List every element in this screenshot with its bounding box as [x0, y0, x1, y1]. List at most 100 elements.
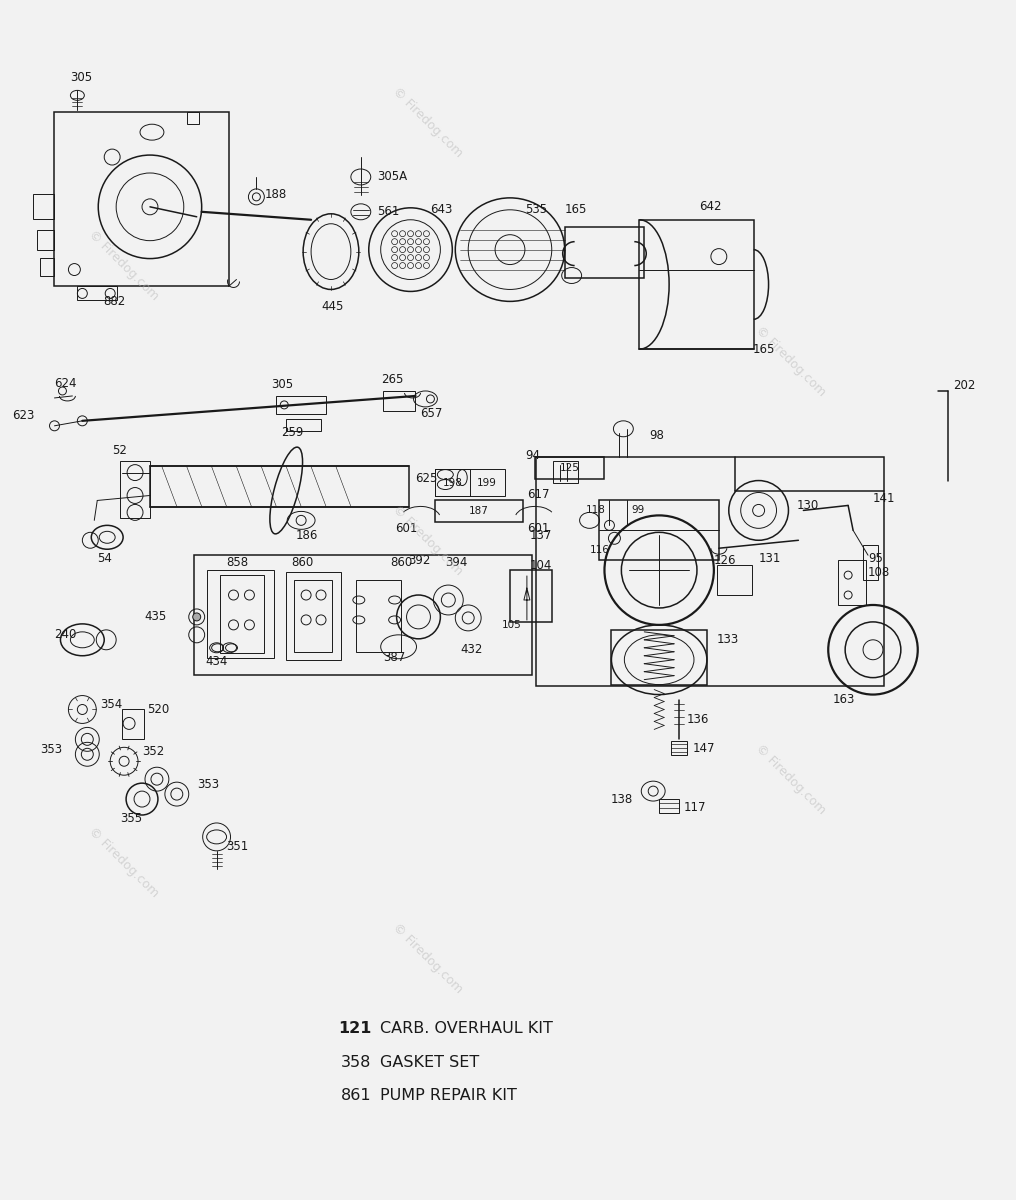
- Bar: [838, 560, 866, 605]
- Text: 623: 623: [12, 409, 35, 422]
- Text: 105: 105: [502, 620, 522, 630]
- Bar: [120, 461, 150, 518]
- Text: 625: 625: [416, 472, 438, 485]
- Text: 354: 354: [101, 698, 123, 712]
- Bar: [276, 396, 326, 414]
- Text: © Firedog.com: © Firedog.com: [86, 826, 162, 900]
- Bar: [534, 457, 605, 479]
- Text: 138: 138: [611, 792, 633, 805]
- Text: 394: 394: [445, 556, 467, 569]
- Bar: [187, 113, 199, 125]
- Bar: [122, 709, 144, 739]
- Text: 118: 118: [585, 505, 606, 516]
- Bar: [436, 469, 470, 497]
- Text: 117: 117: [684, 800, 706, 814]
- Text: 351: 351: [227, 840, 249, 853]
- Bar: [553, 461, 578, 482]
- Text: 147: 147: [693, 742, 715, 755]
- Bar: [535, 457, 884, 685]
- Text: 125: 125: [560, 463, 579, 473]
- Text: 305: 305: [70, 71, 92, 84]
- Text: 882: 882: [103, 295, 125, 308]
- Text: 617: 617: [527, 488, 550, 500]
- Text: 445: 445: [321, 300, 343, 313]
- Bar: [510, 570, 552, 622]
- Bar: [436, 500, 523, 522]
- Bar: [436, 469, 505, 497]
- Text: 188: 188: [264, 188, 287, 202]
- Bar: [672, 742, 687, 755]
- Text: 199: 199: [478, 478, 497, 487]
- Bar: [565, 227, 644, 278]
- Text: 240: 240: [55, 629, 77, 641]
- Text: 202: 202: [954, 379, 976, 392]
- Bar: [599, 500, 719, 560]
- Text: 353: 353: [41, 743, 62, 756]
- Text: 358: 358: [341, 1055, 372, 1069]
- Text: 54: 54: [98, 552, 112, 565]
- Circle shape: [193, 613, 201, 620]
- Text: 121: 121: [338, 1021, 372, 1037]
- Text: 137: 137: [530, 529, 553, 542]
- Text: © Firedog.com: © Firedog.com: [389, 503, 464, 578]
- Text: 305: 305: [271, 378, 294, 390]
- Text: © Firedog.com: © Firedog.com: [753, 742, 828, 817]
- Text: 434: 434: [205, 655, 228, 668]
- Text: 860: 860: [292, 556, 314, 569]
- Text: 95: 95: [868, 552, 883, 565]
- Text: 198: 198: [442, 478, 462, 487]
- Text: 392: 392: [408, 553, 431, 566]
- Bar: [33, 194, 55, 218]
- Bar: [639, 220, 754, 349]
- Bar: [287, 572, 341, 660]
- Bar: [295, 580, 332, 652]
- Bar: [150, 466, 408, 508]
- Text: © Firedog.com: © Firedog.com: [86, 228, 162, 304]
- Bar: [659, 799, 679, 814]
- Text: 601: 601: [527, 522, 550, 535]
- Text: 165: 165: [565, 203, 587, 216]
- Text: 265: 265: [381, 372, 403, 385]
- Text: 131: 131: [759, 552, 781, 565]
- Text: 657: 657: [421, 407, 443, 420]
- Text: 163: 163: [832, 694, 854, 706]
- Bar: [356, 580, 400, 652]
- Text: 352: 352: [142, 745, 165, 757]
- Text: 136: 136: [687, 713, 709, 726]
- Text: 535: 535: [525, 203, 547, 216]
- Bar: [287, 419, 321, 431]
- Text: 141: 141: [873, 492, 895, 505]
- Bar: [55, 113, 229, 287]
- Text: 133: 133: [717, 634, 739, 647]
- Text: 94: 94: [525, 449, 539, 462]
- Text: 432: 432: [460, 643, 483, 656]
- Text: 259: 259: [281, 426, 304, 439]
- Text: 561: 561: [377, 205, 399, 218]
- Bar: [219, 575, 264, 653]
- Text: 355: 355: [120, 812, 142, 826]
- Bar: [206, 570, 274, 658]
- Text: 861: 861: [341, 1088, 372, 1103]
- Bar: [37, 229, 55, 250]
- Text: 98: 98: [649, 430, 664, 443]
- Text: PUMP REPAIR KIT: PUMP REPAIR KIT: [380, 1088, 516, 1103]
- Text: 520: 520: [147, 703, 170, 716]
- Text: 435: 435: [144, 611, 167, 624]
- Text: 116: 116: [589, 545, 610, 556]
- Bar: [383, 391, 415, 410]
- Text: 108: 108: [868, 565, 890, 578]
- Text: 601: 601: [395, 522, 418, 535]
- Text: 860: 860: [390, 556, 412, 569]
- Text: 643: 643: [431, 203, 453, 216]
- Text: © Firedog.com: © Firedog.com: [389, 85, 464, 160]
- Bar: [77, 287, 117, 300]
- Text: 642: 642: [699, 200, 721, 214]
- Text: 387: 387: [383, 652, 405, 665]
- Bar: [717, 565, 752, 595]
- Text: 99: 99: [631, 505, 644, 516]
- Bar: [612, 630, 707, 685]
- Text: 126: 126: [714, 553, 737, 566]
- Text: © Firedog.com: © Firedog.com: [753, 324, 828, 398]
- Text: 130: 130: [797, 499, 819, 512]
- Text: 305A: 305A: [377, 170, 406, 184]
